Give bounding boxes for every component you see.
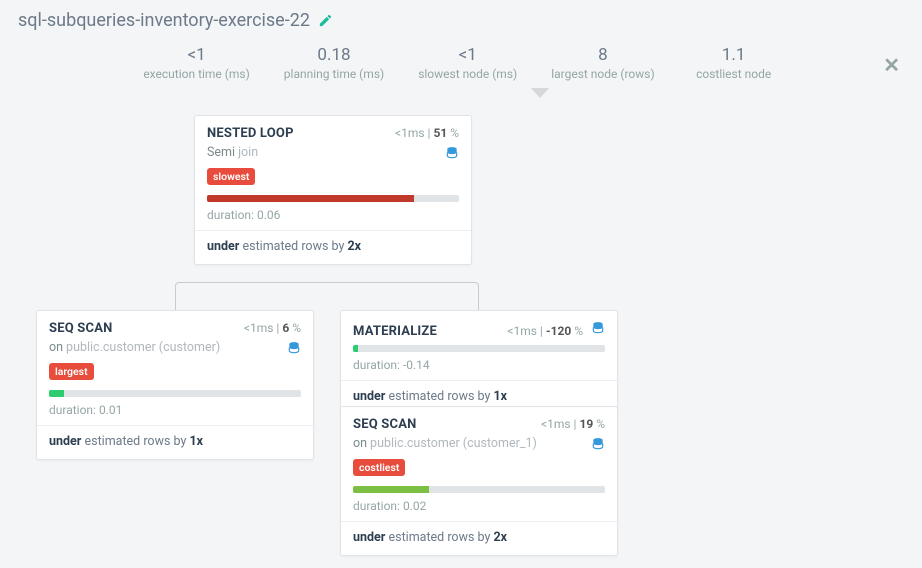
node-meta: <1ms | -120 %: [507, 324, 583, 338]
connector-split: [175, 282, 479, 310]
node-subtitle-light: public.customer (customer_1): [370, 436, 537, 451]
progress-fill: [353, 486, 429, 493]
node-meta: <1ms | 6 %: [244, 321, 301, 335]
stat-label: planning time (ms): [284, 67, 384, 81]
duration-label: duration: -0.14: [341, 356, 617, 380]
node-title: NESTED LOOP: [207, 126, 294, 141]
stat-value: 1.1: [689, 45, 779, 65]
node-materialize[interactable]: MATERIALIZE <1ms | -120 % duration: -0.1…: [340, 310, 618, 415]
disk-icon[interactable]: [287, 341, 301, 355]
badge-largest: largest: [49, 363, 94, 380]
node-seq-scan-right[interactable]: SEQ SCAN <1ms | 19 % on public.customer …: [340, 406, 618, 556]
node-meta: <1ms | 51 %: [395, 126, 459, 140]
stat-value: 8: [551, 45, 654, 65]
stat-label: slowest node (ms): [418, 67, 517, 81]
progress-bar: [207, 195, 459, 202]
stat-value: 0.18: [284, 45, 384, 65]
node-seq-scan-left[interactable]: SEQ SCAN <1ms | 6 % on public.customer (…: [36, 310, 314, 460]
stat-execution-time: <1 execution time (ms): [143, 45, 249, 81]
node-title: SEQ SCAN: [49, 321, 113, 336]
node-subtitle-light: public.customer (customer): [66, 340, 220, 355]
stat-label: costliest node: [689, 67, 779, 81]
progress-fill: [49, 390, 64, 397]
edit-icon[interactable]: [318, 13, 333, 28]
duration-label: duration: 0.02: [341, 497, 617, 521]
progress-fill: [353, 345, 358, 352]
node-meta: <1ms | 19 %: [541, 417, 605, 431]
node-title: MATERIALIZE: [353, 324, 437, 339]
badge-costliest: costliest: [353, 459, 405, 476]
stat-value: <1: [143, 45, 249, 65]
duration-label: duration: 0.06: [195, 206, 471, 230]
estimate-row: under estimated rows by 1x: [37, 426, 313, 459]
estimate-row: under estimated rows by 2x: [195, 231, 471, 264]
progress-bar: [353, 345, 605, 352]
disk-icon[interactable]: [445, 146, 459, 160]
page-title: sql-subqueries-inventory-exercise-22: [18, 10, 310, 31]
progress-fill: [207, 195, 414, 202]
disk-icon[interactable]: [591, 321, 605, 335]
node-subtitle: Semi: [207, 145, 235, 160]
close-icon[interactable]: ✕: [883, 53, 900, 77]
stat-largest-node: 8 largest node (rows): [551, 45, 654, 81]
node-subtitle: on: [353, 436, 367, 451]
badge-slowest: slowest: [207, 168, 255, 185]
progress-bar: [49, 390, 301, 397]
estimate-row: under estimated rows by 2x: [341, 522, 617, 555]
progress-bar: [353, 486, 605, 493]
stats-row: <1 execution time (ms) 0.18 planning tim…: [0, 35, 922, 95]
node-subtitle: on: [49, 340, 63, 355]
plan-canvas: NESTED LOOP <1ms | 51 % Semi join slowes…: [0, 95, 922, 565]
stat-value: <1: [418, 45, 517, 65]
node-nested-loop[interactable]: NESTED LOOP <1ms | 51 % Semi join slowes…: [194, 115, 472, 265]
stat-slowest-node: <1 slowest node (ms): [418, 45, 517, 81]
duration-label: duration: 0.01: [37, 401, 313, 425]
node-subtitle-light: join: [238, 145, 258, 160]
stat-planning-time: 0.18 planning time (ms): [284, 45, 384, 81]
disk-icon[interactable]: [591, 437, 605, 451]
stat-label: execution time (ms): [143, 67, 249, 81]
stat-costliest-node: 1.1 costliest node: [689, 45, 779, 81]
stat-label: largest node (rows): [551, 67, 654, 81]
node-title: SEQ SCAN: [353, 417, 417, 432]
